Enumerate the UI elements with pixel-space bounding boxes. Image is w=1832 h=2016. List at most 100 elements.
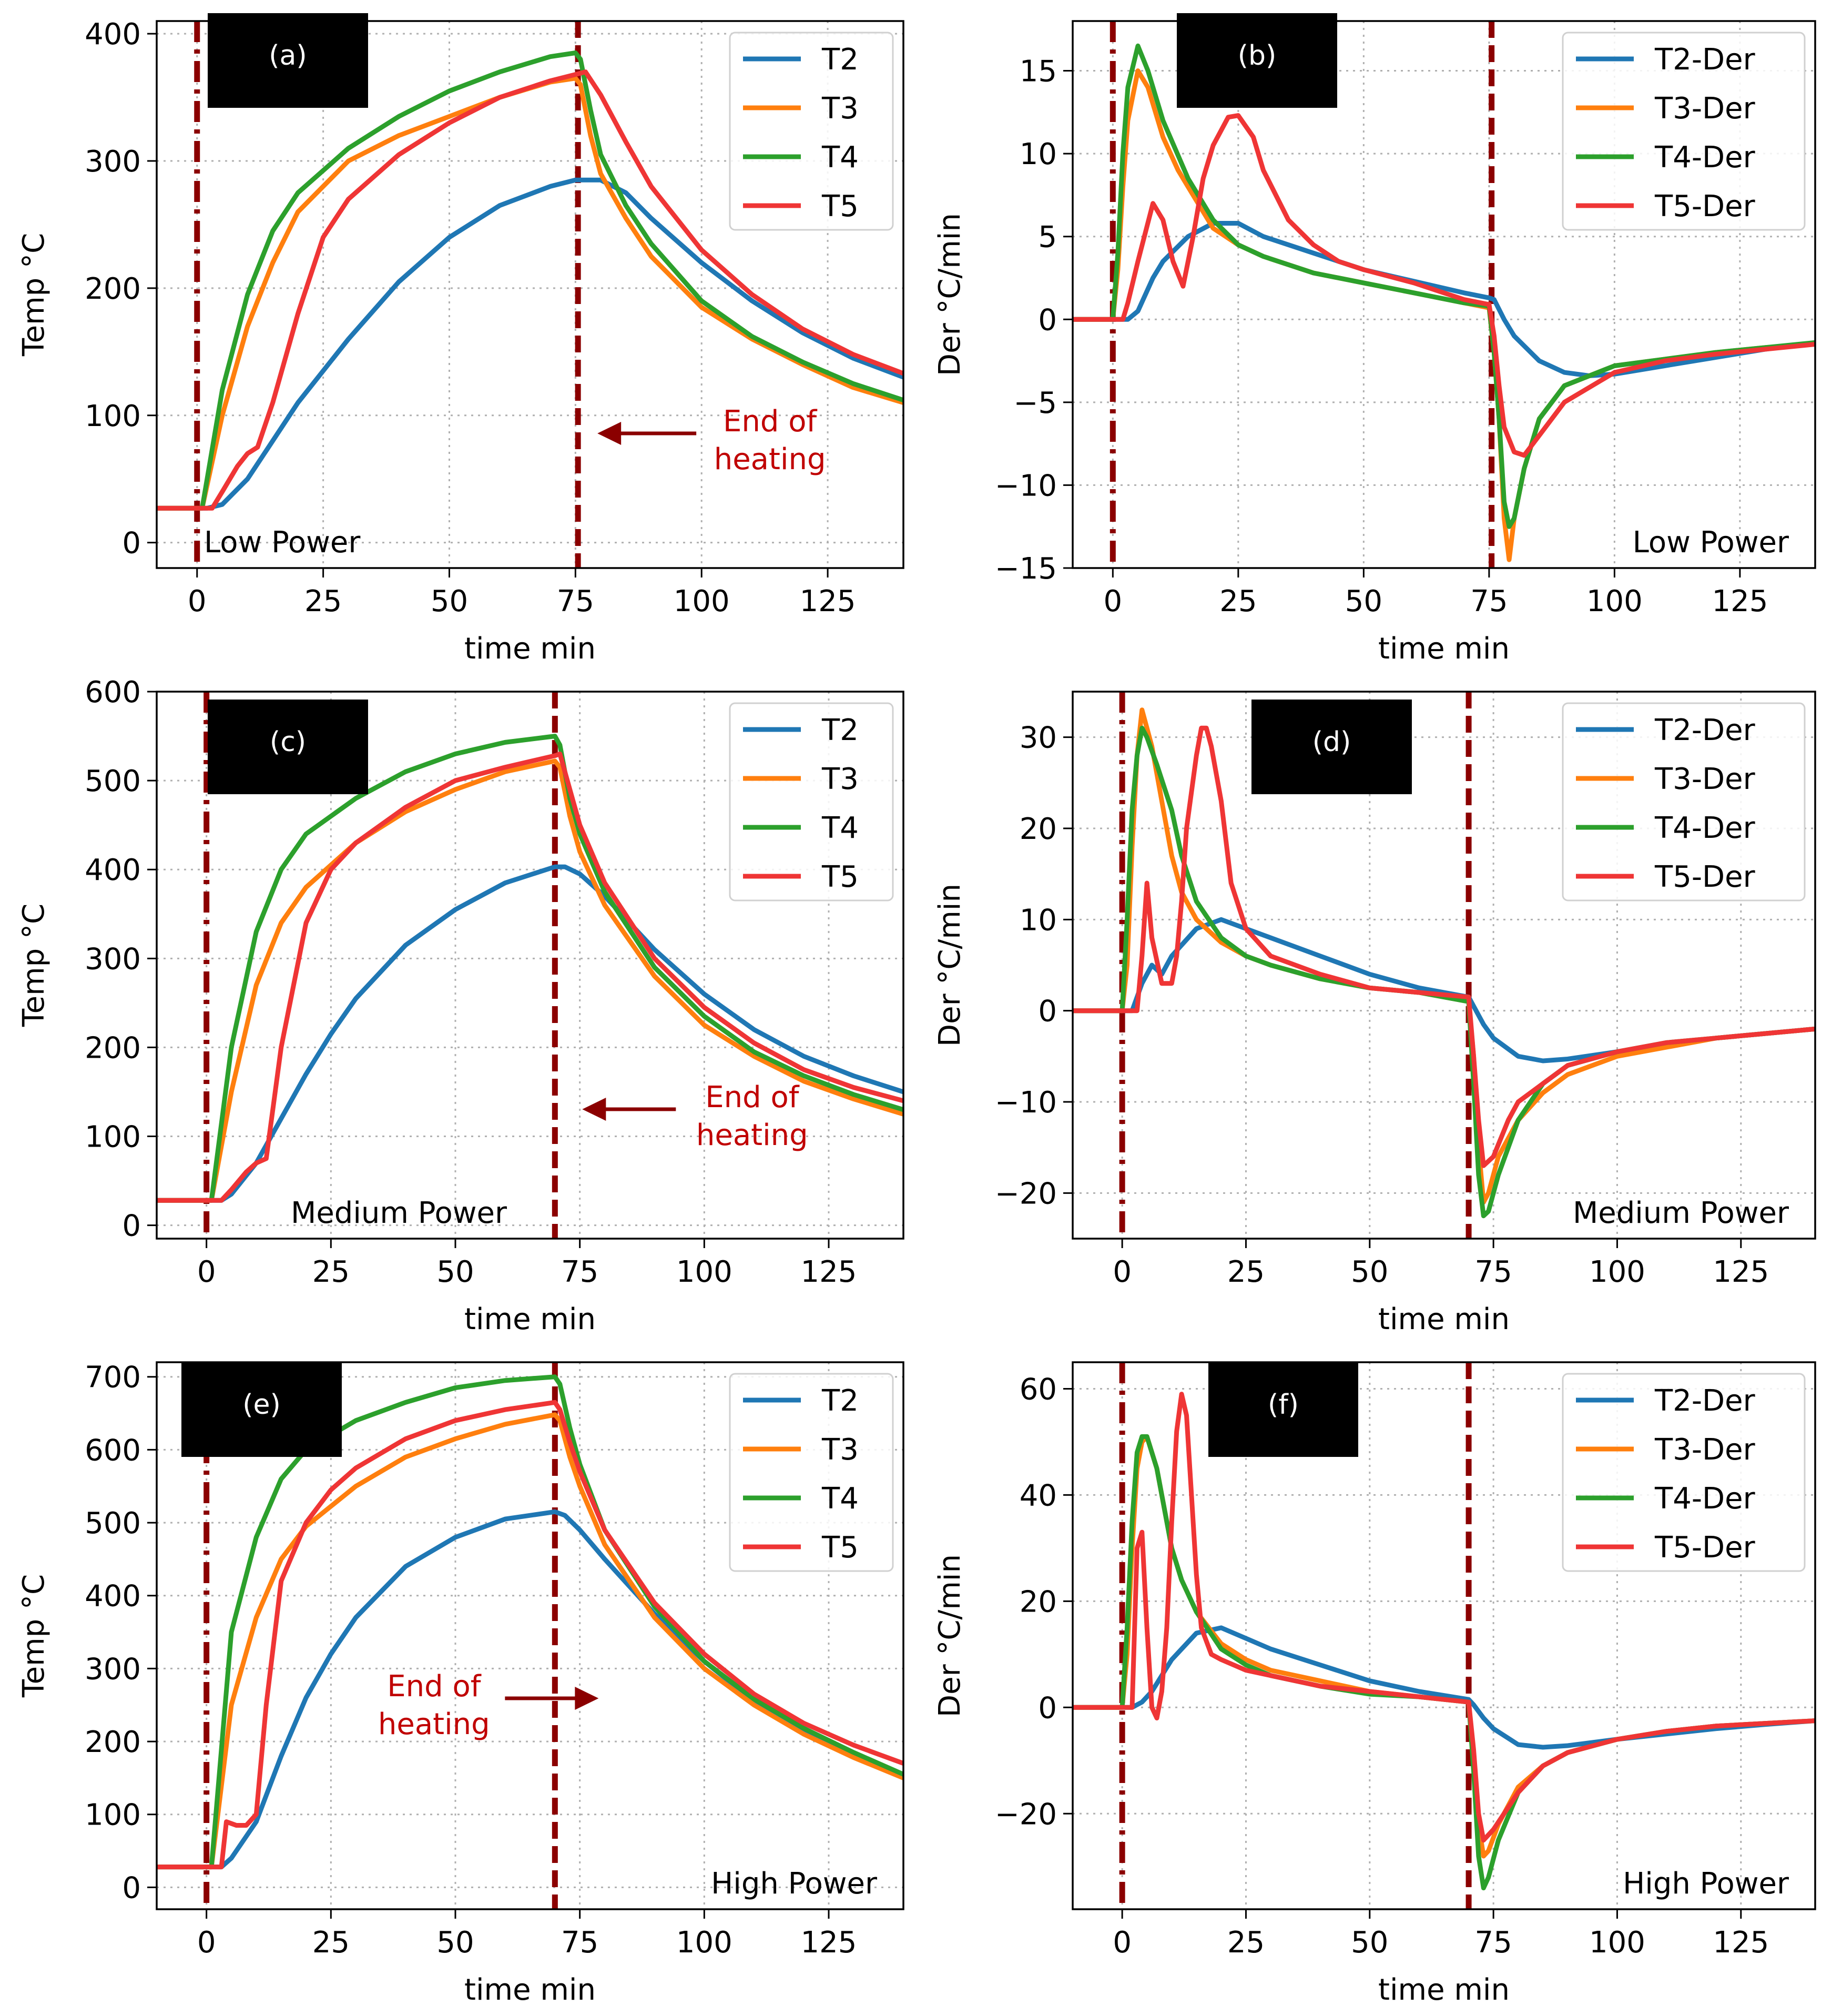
panel-label: (b) xyxy=(1238,40,1277,72)
legend: T2 T3 T4 T5 xyxy=(729,702,894,901)
x-tick-label: 75 xyxy=(557,584,594,619)
legend-entry: T3 xyxy=(821,92,859,126)
y-tick-label: 0 xyxy=(1038,995,1057,1029)
y-tick-label: 0 xyxy=(122,1871,141,1905)
legend-entry: T2 xyxy=(821,713,859,747)
y-tick-label: 20 xyxy=(1020,812,1057,846)
y-tick-label: 40 xyxy=(1020,1478,1057,1513)
x-tick-label: 125 xyxy=(1713,1255,1769,1289)
y-tick-label: 500 xyxy=(85,764,141,798)
series-line-t3 xyxy=(157,1412,903,1870)
series-line-t2 xyxy=(157,864,903,1203)
x-tick-label: 100 xyxy=(1589,1255,1645,1289)
panel-label-box xyxy=(208,13,368,108)
annotation-arrow-head xyxy=(575,1687,599,1710)
y-tick-label: 600 xyxy=(85,1433,141,1467)
x-tick-label: 75 xyxy=(561,1255,598,1289)
legend: T2 T3 T4 T5 xyxy=(729,1373,894,1572)
series-line-t4 xyxy=(157,734,903,1203)
x-tick-label: 0 xyxy=(1104,584,1123,619)
annotation-text: heating xyxy=(714,442,826,477)
y-tick-label: 200 xyxy=(85,1031,141,1065)
x-axis: 0 25 50 75 100 125 xyxy=(197,1239,857,1289)
x-tick-label: 75 xyxy=(1475,1255,1512,1289)
panel-b: 0 25 50 75 100 125 −15 −10 −5 0 5 10 15 time min Der °… xyxy=(933,13,1816,666)
x-tick-label: 50 xyxy=(1345,584,1382,619)
y-tick-label: 0 xyxy=(1038,1691,1057,1725)
x-axis: 0 25 50 75 100 125 xyxy=(188,568,856,619)
y-tick-label: 20 xyxy=(1020,1585,1057,1619)
y-axis-label: Temp °C xyxy=(17,233,51,357)
y-axis: 0 100 200 300 400 xyxy=(85,17,157,561)
x-axis: 0 25 50 75 100 125 xyxy=(1113,1909,1769,1960)
y-tick-label: 30 xyxy=(1020,721,1057,755)
x-tick-label: 100 xyxy=(674,584,730,619)
series-line-t5 xyxy=(157,69,903,511)
panel-label: (a) xyxy=(269,40,307,72)
y-tick-label: −10 xyxy=(995,469,1057,503)
panel-label: (f) xyxy=(1268,1389,1299,1421)
panel-label-box xyxy=(181,1362,342,1457)
series-line-t4 xyxy=(157,50,903,511)
annotation-text: heating xyxy=(696,1118,808,1152)
panel-label-box xyxy=(1208,1362,1358,1457)
series-line-t5-der xyxy=(1073,725,1815,1168)
x-tick-label: 25 xyxy=(304,584,342,619)
y-tick-label: 100 xyxy=(85,1120,141,1154)
y-tick-label: 15 xyxy=(1020,55,1057,89)
y-tick-label: 60 xyxy=(1020,1372,1057,1406)
condition-label: Low Power xyxy=(1633,525,1789,560)
x-tick-label: 125 xyxy=(801,1255,857,1289)
y-tick-label: 300 xyxy=(85,145,141,179)
annotation-text: End of xyxy=(705,1080,799,1115)
legend-entry: T4-Der xyxy=(1654,140,1756,175)
x-axis: 0 25 50 75 100 125 xyxy=(197,1909,857,1960)
grid xyxy=(1073,692,1815,1239)
legend-entry: T2-Der xyxy=(1654,43,1756,77)
plot-frame xyxy=(1072,1361,1816,1910)
y-axis: −20 −10 0 10 20 30 xyxy=(995,721,1073,1211)
panel-label-box xyxy=(208,700,368,794)
y-axis: −15 −10 −5 0 5 10 15 xyxy=(995,55,1073,586)
series-line-t5 xyxy=(157,751,903,1203)
condition-label: Medium Power xyxy=(1573,1196,1789,1230)
x-tick-label: 75 xyxy=(1475,1926,1512,1960)
legend: T2-Der T3-Der T4-Der T5-Der xyxy=(1562,702,1806,901)
x-tick-label: 0 xyxy=(188,584,207,619)
y-axis: 0 100 200 300 400 500 600 700 xyxy=(85,1361,157,1905)
legend: T2 T3 T4 T5 xyxy=(729,32,894,231)
panel-a: 0 25 50 75 100 125 0 100 200 300 400 time min Temp °… xyxy=(17,13,904,666)
legend-entry: T5-Der xyxy=(1654,189,1756,224)
y-axis-label: Der °C/min xyxy=(933,1554,967,1717)
legend-entry: T3 xyxy=(821,762,859,796)
panel-label: (d) xyxy=(1312,726,1351,758)
x-tick-label: 125 xyxy=(1713,1926,1769,1960)
y-tick-label: 400 xyxy=(85,1579,141,1614)
y-tick-label: 200 xyxy=(85,1725,141,1759)
legend-entry: T2 xyxy=(821,43,859,77)
x-axis-label: time min xyxy=(464,1973,596,2007)
legend-entry: T5 xyxy=(821,189,859,224)
legend: T2-Der T3-Der T4-Der T5-Der xyxy=(1562,1373,1806,1572)
panel-label: (c) xyxy=(270,726,306,758)
x-tick-label: 25 xyxy=(312,1926,350,1960)
x-tick-label: 50 xyxy=(436,1255,474,1289)
plot-frame xyxy=(156,1361,904,1910)
series-line-t3 xyxy=(157,758,903,1203)
y-tick-label: 300 xyxy=(85,942,141,976)
legend-entry: T4-Der xyxy=(1654,1482,1756,1516)
legend-entry: T3-Der xyxy=(1654,762,1756,796)
panel-label-box xyxy=(1177,13,1337,108)
x-tick-label: 100 xyxy=(676,1255,732,1289)
y-tick-label: 0 xyxy=(1038,303,1057,337)
y-axis: 0 100 200 300 400 500 600 xyxy=(85,675,157,1243)
legend-entry: T5-Der xyxy=(1654,860,1756,894)
legend-box xyxy=(729,702,894,901)
x-tick-label: 75 xyxy=(561,1926,598,1960)
y-tick-label: 600 xyxy=(85,675,141,710)
plot-frame xyxy=(1072,691,1816,1240)
y-tick-label: 0 xyxy=(122,1209,141,1243)
